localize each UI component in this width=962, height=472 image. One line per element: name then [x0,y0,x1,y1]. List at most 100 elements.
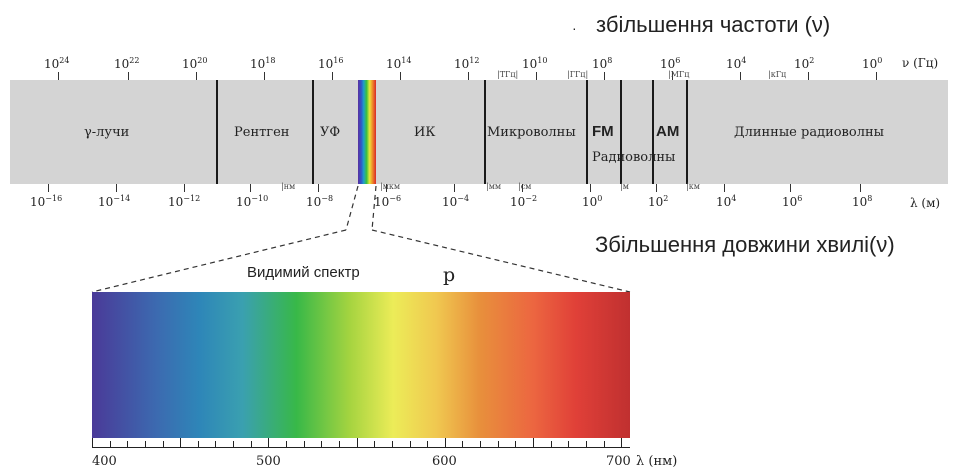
scale-tick [409,441,411,448]
freq-axis-unit: ν (Гц) [902,56,939,70]
freq-tick [536,72,537,80]
wave-unit-km: |км [686,182,700,191]
wave-unit-mm: |мм [486,182,502,191]
freq-unit-khz: |кГц [768,70,787,79]
freq-unit-thz: |ТГц| [497,70,519,79]
scale-tick [92,438,93,448]
freq-tick [604,72,605,80]
scale-tick [180,438,182,448]
nm-label: 500 [256,454,281,469]
wave-label: 10−12 [168,194,201,209]
region-divider [620,80,622,184]
scale-tick [250,441,252,448]
region-divider [686,80,688,184]
wave-tick [656,184,657,192]
freq-tick [468,72,469,80]
scale-tick [356,438,358,448]
freq-label: 102 [794,56,815,71]
zoom-line-right [371,229,631,293]
freq-heading-bullet: · [572,20,577,36]
region-divider [484,80,486,184]
wave-tick [386,184,387,192]
scale-tick [127,441,129,448]
freq-label: 106 [660,56,681,71]
wave-label: 100 [582,194,603,209]
scale-tick [268,438,270,448]
visible-spectrum-title: Видимий спектр [247,264,360,281]
scale-tick [144,441,146,448]
freq-tick [332,72,333,80]
scale-tick [303,441,305,448]
region-xray: Рентген [234,125,290,140]
wave-label: 106 [782,194,803,209]
scale-tick [321,441,323,448]
scale-tick [585,441,587,448]
nm-label: 600 [432,454,457,469]
scale-tick [286,441,288,448]
scale-tick [374,441,376,448]
wave-label: 102 [648,194,669,209]
scale-tick [497,441,499,448]
visible-strip [358,80,376,184]
scale-tick [391,441,393,448]
scale-tick [162,441,164,448]
scale-tick [603,441,605,448]
region-ir: ИК [414,125,436,140]
scale-tick [621,438,623,448]
wave-label: 10−4 [442,194,470,209]
region-microwave: Микроволны [487,125,576,140]
zoom-line-left [345,185,359,231]
freq-tick [196,72,197,80]
wave-label: 10−14 [98,194,131,209]
scale-tick [462,441,464,448]
scale-baseline [92,447,630,448]
freq-label: 1012 [454,56,480,71]
wave-label: 104 [716,194,737,209]
wave-unit-nm: |нм [281,182,296,191]
region-divider [216,80,218,184]
freq-tick [876,72,877,80]
zoom-line-right [371,185,377,231]
freq-tick [264,72,265,80]
freq-heading: збільшення частоти (ν) [596,12,831,37]
wave-unit-m: |м [620,182,629,191]
scale-tick [109,441,111,448]
freq-label: 104 [726,56,747,71]
scale-tick [444,438,446,448]
scale-tick [532,438,534,448]
nm-label: 700 [606,454,631,469]
wave-label: 10−16 [30,194,63,209]
freq-tick [808,72,809,80]
wave-label: 10−2 [510,194,538,209]
visible-spectrum-marker: p [443,264,456,286]
wave-label: 10−8 [306,194,334,209]
scale-tick [515,441,517,448]
wave-tick [184,184,185,192]
scale-tick [427,441,429,448]
wave-axis-unit: λ (м) [910,196,941,210]
wave-tick [318,184,319,192]
freq-tick [740,72,741,80]
scale-tick [197,441,199,448]
region-divider [586,80,588,184]
freq-tick [400,72,401,80]
freq-unit-ghz: |ГГц| [567,70,589,79]
freq-label: 1010 [522,56,548,71]
freq-tick [128,72,129,80]
region-uv: УФ [320,125,341,140]
visible-scale-axis [92,438,630,448]
zoom-line-left [91,229,347,293]
wave-unit-um: |мкм [380,182,401,191]
scale-tick [550,441,552,448]
wavelength-heading: Збільшення довжини хвилі(ν) [595,232,895,257]
freq-tick [58,72,59,80]
wave-tick [724,184,725,192]
scale-tick [568,441,570,448]
scale-tick [233,441,235,448]
freq-label: 1014 [386,56,412,71]
region-long-radio: Длинные радиоволны [734,125,884,140]
freq-label: 1022 [114,56,140,71]
wave-tick [860,184,861,192]
region-divider [652,80,654,184]
freq-label: 1018 [250,56,276,71]
